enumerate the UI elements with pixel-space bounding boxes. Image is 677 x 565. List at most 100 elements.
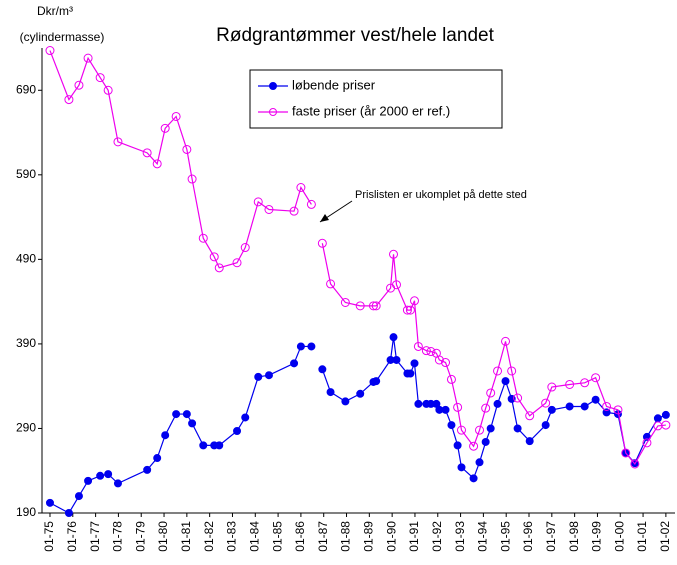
x-tick-label: 01-77 (88, 521, 102, 552)
data-point (172, 410, 181, 419)
x-tick-label: 01-76 (65, 521, 79, 552)
data-point (253, 197, 263, 207)
data-point (501, 377, 510, 386)
data-point (340, 297, 350, 307)
data-point (441, 358, 451, 368)
data-point (372, 377, 381, 386)
data-point (653, 414, 662, 423)
data-point (565, 402, 574, 411)
data-point (153, 454, 162, 463)
data-point (565, 379, 575, 389)
data-point (356, 389, 365, 398)
data-point (74, 80, 84, 90)
data-point (389, 333, 398, 342)
data-point (475, 425, 485, 435)
data-point (83, 53, 93, 63)
data-point (602, 401, 612, 411)
data-point (580, 402, 589, 411)
data-point (84, 476, 93, 485)
data-point (591, 395, 600, 404)
data-point (64, 509, 73, 517)
data-point (456, 425, 466, 435)
x-tick-label: 01-92 (430, 521, 444, 552)
x-tick-label: 01-82 (202, 521, 216, 552)
data-point (391, 280, 401, 290)
data-point (209, 252, 219, 262)
data-point (413, 341, 423, 351)
x-tick-label: 01-80 (156, 521, 170, 552)
legend-box (249, 69, 503, 129)
x-tick-label: 01-90 (384, 521, 398, 552)
data-point (421, 346, 431, 356)
data-point (307, 342, 316, 351)
data-point (215, 441, 224, 450)
legend-label: faste priser (år 2000 er ref.) (292, 103, 450, 118)
data-point (475, 458, 484, 467)
data-point (96, 471, 105, 480)
x-tick-label: 01-88 (339, 521, 353, 552)
data-point (613, 405, 623, 415)
y-tick-label: 290 (16, 421, 36, 435)
data-point (264, 371, 273, 380)
x-tick-label: 01-84 (247, 521, 261, 552)
x-tick-label: 01-01 (635, 521, 649, 552)
data-point (306, 199, 316, 209)
data-point (513, 424, 522, 433)
data-point (486, 388, 496, 398)
data-point (630, 459, 640, 469)
data-point (661, 410, 670, 419)
data-point (441, 405, 450, 414)
x-tick-label: 01-95 (498, 521, 512, 552)
data-point (513, 393, 523, 403)
data-point (434, 355, 444, 365)
legend-marker (269, 108, 277, 116)
data-point (355, 301, 365, 311)
x-tick-label: 01-79 (133, 521, 147, 552)
legend-marker (269, 82, 277, 90)
x-tick-label: 01-00 (612, 521, 626, 552)
x-tick-label: 01-86 (293, 521, 307, 552)
y-tick-label: 390 (16, 336, 36, 350)
data-point (501, 336, 511, 346)
data-point (414, 399, 423, 408)
data-point (233, 426, 242, 435)
data-point (318, 365, 327, 374)
data-point (187, 174, 197, 184)
data-point (368, 301, 378, 311)
data-point (541, 398, 551, 408)
data-point (481, 403, 491, 413)
data-point (296, 183, 306, 192)
data-point (264, 204, 274, 214)
data-point (642, 438, 652, 448)
data-point (198, 233, 208, 243)
data-point (447, 421, 456, 430)
data-point (580, 378, 590, 388)
data-point (199, 441, 208, 450)
series-line (49, 337, 667, 514)
data-point (103, 85, 113, 95)
data-point (317, 238, 327, 248)
y-unit: Dkr/m³ (37, 4, 73, 18)
data-point (453, 402, 463, 412)
data-point (493, 366, 503, 376)
data-point (182, 410, 191, 419)
data-point (389, 249, 399, 259)
data-point (525, 437, 534, 446)
x-tick-label: 01-97 (544, 521, 558, 552)
data-point (64, 95, 74, 105)
data-point (290, 359, 299, 368)
x-tick-label: 01-89 (362, 521, 376, 552)
data-point (446, 374, 456, 384)
data-point (547, 382, 557, 392)
data-point (254, 372, 263, 381)
data-point (152, 159, 162, 169)
x-tick-label: 01-98 (567, 521, 581, 552)
data-point (410, 359, 419, 368)
data-point (507, 366, 517, 376)
data-point (74, 492, 83, 501)
data-point (188, 419, 197, 428)
data-point (457, 463, 466, 472)
data-point (326, 279, 336, 289)
x-tick-label: 01-93 (453, 521, 467, 552)
